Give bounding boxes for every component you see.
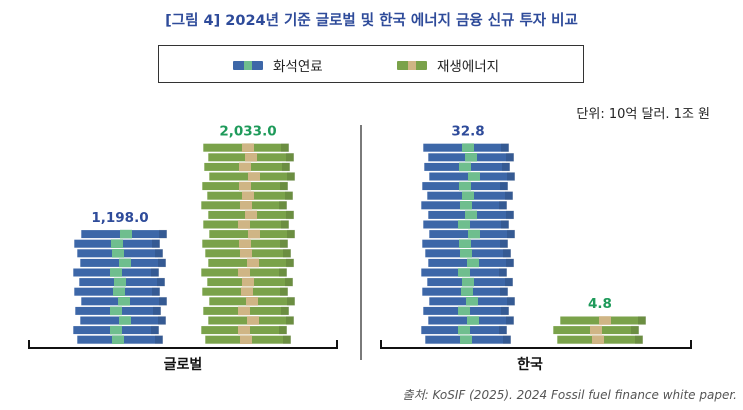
value-label-fossil: 1,198.0 [91,210,148,226]
category-label: 글로벌 [164,356,203,373]
bar-fossil [420,143,516,345]
legend-item-renewable: 재생에너지 [397,55,499,75]
bar-fossil [72,229,168,345]
chart-title: [그림 4] 2024년 기준 글로벌 및 한국 에너지 금융 신규 투자 비교 [165,13,578,29]
legend: 화석연료 재생에너지 [158,45,584,83]
bar-renewable [200,143,296,345]
legend-label-renewable: 재생에너지 [437,59,500,75]
category-label: 한국 [517,357,543,373]
unit-label: 단위: 10억 달러. 1조 원 [576,107,710,122]
chart-area: 글로벌 1,198.0 2,033.0 한국 32.8 4.8 [28,123,692,373]
legend-label-fossil: 화석연료 [273,59,323,75]
source-note: 출처: KoSIF (2025). 2024 Fossil fuel finan… [402,388,737,402]
fossil-swatch [233,60,263,70]
value-label-fossil: 32.8 [451,123,484,139]
value-label-renewable: 2,033.0 [219,123,276,139]
legend-item-fossil: 화석연료 [233,55,323,75]
bar-renewable [552,315,647,345]
renewable-swatch [397,60,427,70]
value-label-renewable: 4.8 [588,296,612,312]
